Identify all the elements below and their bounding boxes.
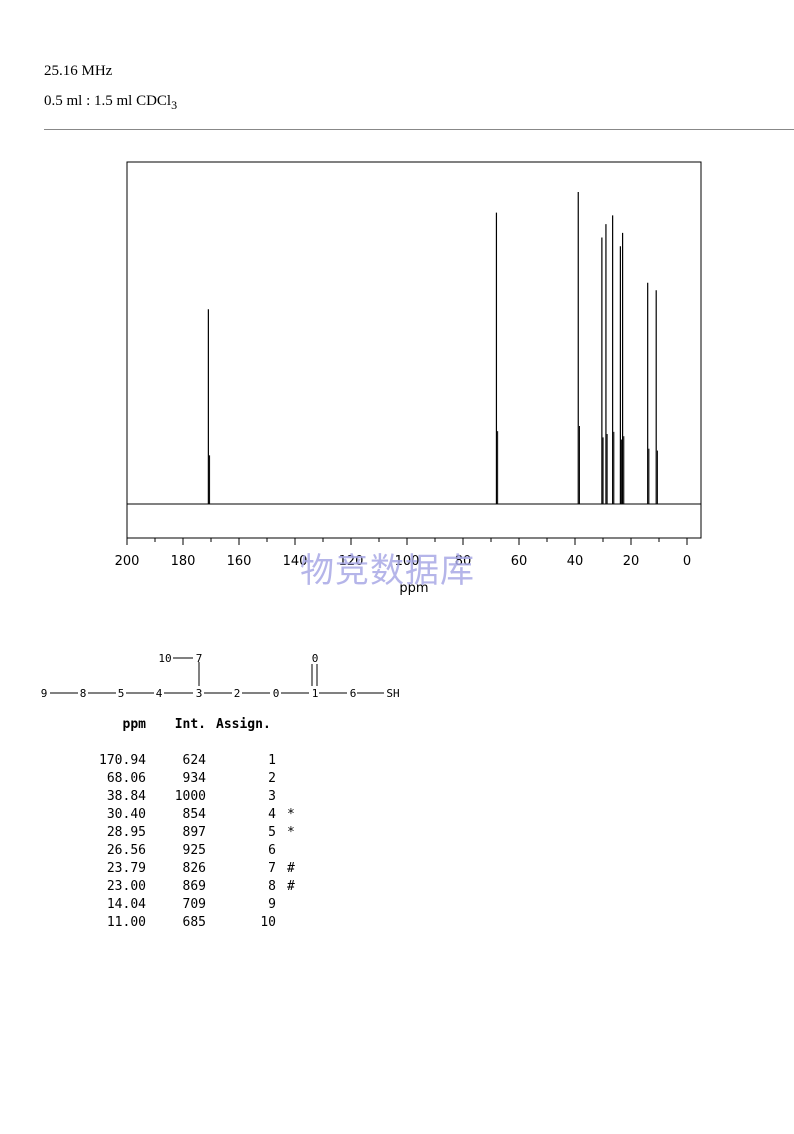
structure-atoms: 10 7 0 9 8 5 4 3 2 0 1 6 SH	[41, 652, 400, 700]
cell-ppm: 68.06	[106, 771, 146, 786]
cell-ppm: 23.00	[106, 879, 146, 894]
table-row: 26.56 925 6	[44, 842, 344, 860]
structure-atom: 0	[312, 652, 319, 665]
cell-assign: 1	[268, 753, 276, 768]
header-divider	[44, 129, 794, 130]
cell-ppm: 11.00	[106, 915, 146, 930]
structure-atom: 9	[41, 687, 48, 700]
spectrometer-frequency: 25.16 MHz	[44, 63, 113, 79]
cell-ppm: 170.94	[99, 753, 146, 768]
cell-assign: 6	[268, 843, 276, 858]
cell-assign: 7	[268, 861, 276, 876]
cell-int: 1000	[174, 789, 206, 804]
cell-ppm: 23.79	[106, 861, 146, 876]
header-int: Int.	[174, 717, 206, 732]
cell-ppm: 38.84	[106, 789, 146, 804]
cell-int: 925	[182, 843, 206, 858]
cell-int: 897	[182, 825, 206, 840]
cell-assign: 10	[260, 915, 276, 930]
cell-ppm: 30.40	[106, 807, 146, 822]
cell-assign: 3	[268, 789, 276, 804]
header-ppm: ppm	[122, 717, 146, 732]
x-tick-label: 120	[339, 554, 364, 569]
cell-assign: 9	[268, 897, 276, 912]
table-row: 23.00 869 8 #	[44, 878, 344, 896]
x-tick-label: 200	[115, 554, 140, 569]
peak-table-header: ppm Int. Assign.	[44, 716, 344, 734]
x-tick-label: 100	[395, 554, 420, 569]
cell-int: 826	[182, 861, 206, 876]
cell-int: 854	[182, 807, 206, 822]
cell-int: 709	[182, 897, 206, 912]
cell-ppm: 28.95	[106, 825, 146, 840]
plot-frame	[126, 161, 702, 539]
table-row: 38.84 1000 3	[44, 788, 344, 806]
peak-table-body: 170.94 624 1 68.06 934 2 38.84 1000 3 30.40 854 4 * 2…	[44, 752, 344, 932]
structure-diagram: 10 7 0 9 8 5 4 3 2 0 1 6 SH	[41, 652, 400, 700]
table-row: 170.94 624 1	[44, 752, 344, 770]
solvent-text: 0.5 ml : 1.5 ml CDCl	[44, 93, 172, 109]
x-tick-label: 140	[283, 554, 308, 569]
structure-atom: 1	[312, 687, 319, 700]
table-row: 14.04 709 9	[44, 896, 344, 914]
cell-assign: 2	[268, 771, 276, 786]
cell-assign: 8	[268, 879, 276, 894]
structure-atom: 10	[158, 652, 171, 665]
header-assign: Assign.	[216, 717, 271, 732]
structure-atom: 4	[156, 687, 163, 700]
x-tick-label: 20	[623, 554, 640, 569]
x-tick-label: 60	[511, 554, 528, 569]
solvent-subscript: 3	[171, 98, 178, 112]
table-row: 30.40 854 4 *	[44, 806, 344, 824]
spectrum-peaks	[207, 192, 658, 504]
x-tick-label: 0	[683, 554, 691, 569]
cell-int: 869	[182, 879, 206, 894]
structure-atom: SH	[386, 687, 399, 700]
x-tick-label: 80	[455, 554, 472, 569]
cell-assign: 5	[268, 825, 276, 840]
structure-atom: 6	[350, 687, 357, 700]
table-row: 11.00 685 10	[44, 914, 344, 932]
x-tick-label: 180	[171, 554, 196, 569]
watermark-text: 物竞数据库	[300, 551, 475, 591]
cell-mark: *	[287, 825, 295, 840]
structure-atom: 3	[196, 687, 203, 700]
cell-assign: 4	[268, 807, 276, 822]
table-row: 28.95 897 5 *	[44, 824, 344, 842]
nmr-spectrum-chart: 200 180 160 140 120 100 80 60 40 20 0 ppm	[115, 161, 702, 596]
x-tick-label: 160	[227, 554, 252, 569]
structure-atom: 8	[80, 687, 87, 700]
structure-atom: 0	[273, 687, 280, 700]
cell-mark: *	[287, 807, 295, 822]
cell-int: 934	[182, 771, 206, 786]
structure-atom: 2	[234, 687, 241, 700]
solvent-info: 0.5 ml : 1.5 ml CDCl3	[44, 93, 177, 113]
cell-int: 685	[182, 915, 206, 930]
x-axis-ticks: 200 180 160 140 120 100 80 60 40 20 0	[115, 538, 691, 569]
cell-mark: #	[287, 861, 295, 876]
x-tick-label: 40	[567, 554, 584, 569]
x-axis-label: ppm	[399, 581, 428, 596]
cell-mark: #	[287, 879, 295, 894]
cell-ppm: 14.04	[106, 897, 146, 912]
peak-table: ppm Int. Assign. 170.94 624 1 68.06 934 2 38.8…	[44, 716, 344, 932]
table-row: 68.06 934 2	[44, 770, 344, 788]
structure-atom: 7	[196, 652, 203, 665]
cell-int: 624	[182, 753, 206, 768]
structure-atom: 5	[118, 687, 125, 700]
cell-ppm: 26.56	[106, 843, 146, 858]
table-row: 23.79 826 7 #	[44, 860, 344, 878]
